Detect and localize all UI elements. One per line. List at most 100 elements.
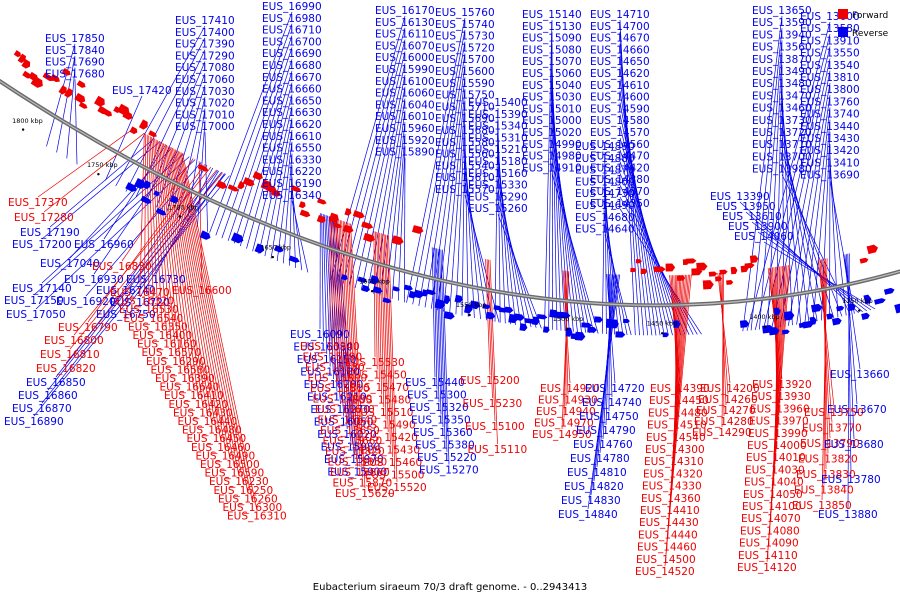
tick-label: 1800 kbp — [12, 117, 43, 125]
gene-label: EUS_13950 — [716, 201, 776, 213]
connector-line — [331, 217, 333, 352]
gene-label: EUS_17420 — [112, 85, 172, 97]
gene-label: EUS_14500 — [636, 554, 696, 566]
gene-label: EUS_14440 — [638, 529, 698, 541]
connector-line — [348, 223, 363, 478]
connector-line — [332, 217, 336, 363]
gene-label: EUS_14650 — [590, 56, 650, 68]
connector-line — [344, 221, 356, 447]
forward-gene-arrow — [749, 255, 759, 264]
tick-label: 1750 kbp — [87, 161, 118, 169]
connector-line — [386, 235, 396, 470]
gene-label: EUS_13720 — [752, 127, 812, 139]
gene-label: EUS_16430 — [173, 407, 233, 419]
connector-line — [455, 112, 466, 315]
connector-line — [335, 218, 341, 384]
gene-label: EUS_16700 — [262, 36, 322, 48]
connector-line — [164, 144, 204, 408]
gene-label: EUS_15260 — [468, 203, 528, 215]
gene-label: EUS_16390 — [155, 373, 215, 385]
connector-line — [829, 180, 855, 314]
reverse-gene-arrow — [768, 327, 780, 336]
reverse-gene-arrow — [623, 318, 630, 324]
gene-label: EUS_13750 — [804, 407, 864, 419]
gene-label: EUS_13680 — [824, 439, 884, 451]
connector-line — [347, 222, 361, 468]
gene-label: EUS_15060 — [522, 68, 582, 80]
genome-backbone — [0, 78, 900, 308]
gene-label: EUS_14990 — [522, 139, 582, 151]
gene-label: EUS_15750 — [435, 90, 495, 102]
gene-label: EUS_14290 — [692, 427, 752, 439]
connector-line — [489, 259, 498, 445]
gene-label: EUS_16070 — [375, 40, 435, 52]
gene-label: EUS_16200 — [304, 379, 364, 391]
gene-label: EUS_13830 — [796, 469, 856, 481]
connector-line — [787, 82, 831, 326]
gene-label: EUS_15810 — [310, 383, 370, 395]
connector-line — [374, 231, 378, 370]
connector-line — [377, 232, 382, 395]
connector-line — [551, 173, 599, 334]
gene-label: EUS_15510 — [354, 407, 414, 419]
connector-line — [333, 217, 351, 442]
forward-gene-arrow — [50, 73, 60, 83]
gene-label: EUS_15580 — [435, 137, 495, 149]
gene-label: EUS_17050 — [6, 309, 66, 321]
reverse-gene-arrow — [361, 284, 370, 292]
gene-label: EUS_17060 — [175, 74, 235, 86]
reverse-gene-arrow — [581, 322, 593, 328]
reverse-gene-arrow — [504, 306, 514, 314]
gene-label: EUS_17040 — [40, 258, 100, 270]
gene-label: EUS_15090 — [522, 33, 582, 45]
gene-label: EUS_15290 — [468, 191, 528, 203]
reverse-gene-arrow — [357, 276, 368, 283]
gene-label: EUS_14930 — [538, 395, 598, 407]
reverse-gene-arrow — [611, 319, 619, 329]
gene-label: EUS_17020 — [175, 98, 235, 110]
tick-mark — [764, 325, 767, 328]
connector-line — [198, 161, 203, 286]
gene-label: EUS_14950 — [532, 429, 592, 441]
connector-line — [587, 274, 621, 510]
gene-label: EUS_13540 — [800, 60, 860, 72]
forward-gene-arrow — [216, 180, 227, 190]
connector-line — [718, 272, 729, 395]
connector-line — [105, 95, 143, 181]
gene-label: EUS_15660 — [323, 436, 383, 448]
connector-line — [619, 90, 661, 336]
gene-label: EUS_14110 — [738, 550, 798, 562]
gene-label: EUS_15440 — [405, 377, 465, 389]
gene-label: EUS_17390 — [175, 39, 235, 51]
connector-line — [497, 214, 542, 329]
connector-line — [404, 157, 406, 303]
reverse-gene-arrow — [861, 312, 870, 320]
forward-gene-arrow — [640, 268, 648, 275]
gene-label: EUS_15300 — [407, 390, 467, 402]
reverse-gene-arrow — [125, 182, 137, 192]
connector-line — [494, 107, 499, 322]
reverse-gene-arrow — [254, 243, 265, 254]
reverse-gene-arrow — [894, 303, 900, 314]
connector-line — [751, 221, 868, 312]
gene-label: EUS_15220 — [417, 452, 477, 464]
forward-gene-arrow — [317, 198, 327, 205]
gene-label: EUS_14660 — [590, 44, 650, 56]
legend-reverse-label: Reverse — [852, 29, 889, 39]
tick-mark — [21, 128, 25, 131]
gene-label: EUS_14460 — [637, 542, 697, 554]
connector-line — [721, 272, 724, 428]
reverse-gene-arrow — [531, 316, 540, 326]
reverse-gene-arrow — [810, 303, 823, 313]
gene-label: EUS_13990 — [748, 428, 808, 440]
gene-label: EUS_14370 — [590, 186, 650, 198]
forward-gene-arrow — [94, 95, 105, 107]
gene-label: EUS_15990 — [375, 64, 435, 76]
gene-label: EUS_16410 — [164, 390, 224, 402]
forward-gene-arrow — [333, 222, 342, 229]
connector-line — [383, 234, 391, 445]
gene-label: EUS_14980 — [522, 151, 582, 163]
forward-gene-arrow — [635, 259, 642, 264]
gene-label: EUS_13780 — [821, 474, 881, 486]
connector-line — [49, 138, 155, 228]
